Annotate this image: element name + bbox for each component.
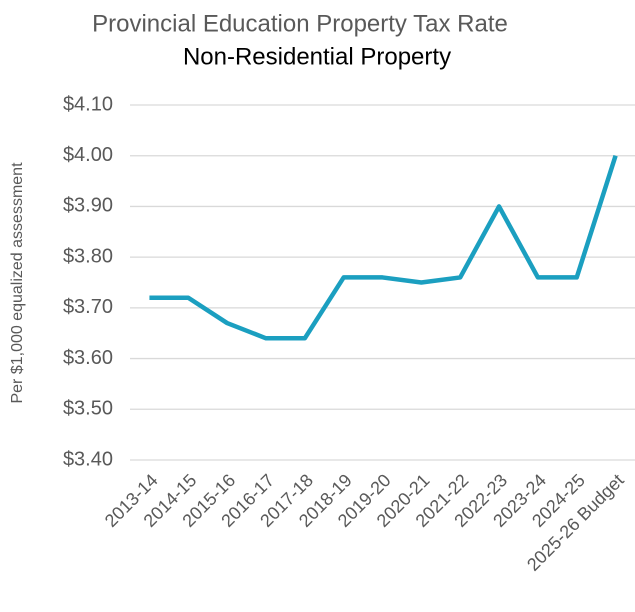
- chart-title: Provincial Education Property Tax Rate: [92, 10, 508, 37]
- y-tick-label: $3.90: [63, 195, 113, 217]
- y-tick-label: $4.10: [63, 93, 113, 115]
- y-tick-label: $3.80: [63, 245, 113, 267]
- y-tick-label: $3.40: [63, 448, 113, 470]
- y-tick-label: $3.70: [63, 296, 113, 318]
- y-tick-label: $3.60: [63, 347, 113, 369]
- y-tick-label: $4.00: [63, 144, 113, 166]
- line-series: [149, 155, 618, 341]
- chart-subtitle: Non-Residential Property: [183, 43, 451, 70]
- y-tick-label: $3.50: [63, 398, 113, 420]
- y-axis-label: Per $1,000 equalized assessment: [9, 162, 26, 404]
